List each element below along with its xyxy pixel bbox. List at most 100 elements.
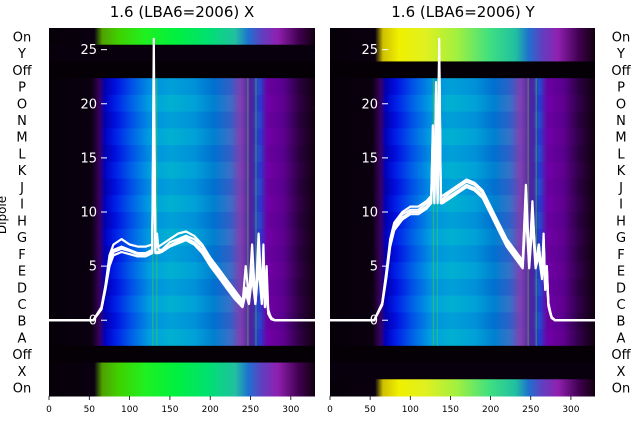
heatmap-row bbox=[330, 128, 595, 146]
heatmap-row bbox=[330, 111, 595, 129]
overlay-series-line bbox=[330, 48, 595, 322]
x-tick-label: 250 bbox=[522, 405, 539, 415]
dipole-row-label: X bbox=[18, 365, 27, 380]
rfi-stripe bbox=[535, 78, 537, 346]
x-tick-label: 200 bbox=[202, 405, 219, 415]
x-tick-label: 150 bbox=[442, 405, 459, 415]
dipole-row-label: On bbox=[612, 382, 630, 397]
heatmap-row bbox=[49, 44, 315, 62]
heatmap-row bbox=[330, 329, 595, 347]
heatmap-row bbox=[330, 94, 595, 113]
dipole-row-label: L bbox=[18, 147, 26, 162]
dipole-row-label: D bbox=[17, 281, 27, 296]
heatmap-row bbox=[49, 178, 315, 196]
overlay-y-tick-label: 25 bbox=[80, 43, 97, 58]
dipole-row-label: On bbox=[612, 30, 630, 45]
dipole-row-label: F bbox=[18, 248, 25, 263]
rfi-stripe bbox=[436, 78, 439, 346]
dipole-row-label: Off bbox=[611, 64, 631, 79]
dipole-row-label: C bbox=[616, 298, 625, 313]
x-tick-label: 50 bbox=[364, 405, 376, 415]
x-tick-label: 300 bbox=[282, 405, 299, 415]
heatmap-row bbox=[330, 161, 595, 180]
dipole-row-label: K bbox=[18, 164, 27, 179]
heatmap-row bbox=[330, 345, 595, 364]
heatmap-row bbox=[49, 345, 315, 364]
overlay-y-tick-label-clipped: 15 bbox=[314, 151, 331, 166]
heatmap-row bbox=[49, 128, 315, 146]
heatmap-row bbox=[330, 278, 595, 297]
panel-x: 1.6 (LBA6=2006) XOnYOffPONMLKJIHGFEDCBAO… bbox=[12, 3, 330, 415]
chart-title: 1.6 (LBA6=2006) Y bbox=[391, 3, 535, 21]
heatmap-row bbox=[330, 78, 595, 96]
overlay-y-tick-label: 15 bbox=[361, 151, 378, 166]
heatmap-row bbox=[49, 362, 315, 380]
heatmap-row bbox=[49, 145, 315, 163]
dipole-row-label: O bbox=[616, 97, 626, 112]
rfi-stripe bbox=[255, 78, 257, 346]
overlay-y-tick-label: 20 bbox=[361, 97, 378, 112]
dipole-row-label: Off bbox=[611, 348, 631, 363]
dipole-row-label: N bbox=[17, 114, 27, 129]
overlay-y-tick-label: 10 bbox=[80, 206, 97, 221]
dipole-row-label: Y bbox=[17, 47, 26, 62]
heatmap-row bbox=[330, 44, 595, 62]
heatmap-row bbox=[330, 61, 595, 79]
overlay-y-tick-label: 5 bbox=[370, 260, 378, 275]
dipole-row-label: P bbox=[18, 81, 26, 96]
dipole-row-label: On bbox=[13, 30, 31, 45]
dipole-row-label: J bbox=[618, 181, 623, 196]
x-tick-label: 250 bbox=[242, 405, 259, 415]
dipole-row-label: F bbox=[617, 248, 624, 263]
dipole-row-label: I bbox=[20, 198, 24, 213]
dipole-row-label: Y bbox=[616, 47, 625, 62]
heatmap-row bbox=[330, 28, 595, 46]
overlay-y-tick-label-clipped: 5 bbox=[314, 260, 322, 275]
dipole-row-label: G bbox=[17, 231, 27, 246]
x-tick-label: 0 bbox=[327, 405, 333, 415]
heatmap-row bbox=[49, 278, 315, 297]
heatmap-row bbox=[49, 295, 315, 313]
heatmap-row bbox=[49, 94, 315, 113]
dipole-row-label: K bbox=[617, 164, 626, 179]
dipole-row-label: P bbox=[617, 81, 625, 96]
dipole-row-label: N bbox=[616, 114, 626, 129]
overlay-y-tick-label-clipped: 10 bbox=[314, 206, 331, 221]
overlay-y-tick-label: 25 bbox=[361, 43, 378, 58]
heatmap-row bbox=[49, 78, 315, 96]
dipole-row-label: On bbox=[13, 382, 31, 397]
dipole-row-label: M bbox=[615, 131, 626, 146]
rfi-stripe bbox=[432, 78, 434, 346]
dipole-row-label: H bbox=[17, 214, 27, 229]
heatmap-row bbox=[330, 195, 595, 213]
heatmap-row bbox=[49, 329, 315, 347]
dipole-row-label: D bbox=[616, 281, 626, 296]
dipole-row-label: E bbox=[18, 265, 26, 280]
rfi-stripe bbox=[247, 78, 249, 346]
dipole-row-label: C bbox=[17, 298, 26, 313]
dipole-row-label: Off bbox=[12, 348, 32, 363]
x-tick-label: 300 bbox=[562, 405, 579, 415]
dipole-row-label: O bbox=[17, 97, 27, 112]
dipole-row-label: J bbox=[19, 181, 24, 196]
heatmap-row bbox=[49, 262, 315, 280]
rfi-stripe bbox=[156, 78, 158, 346]
heatmap-row bbox=[330, 379, 595, 397]
heatmap-row bbox=[330, 145, 595, 163]
heatmap-row bbox=[49, 212, 315, 230]
overlay-series-line bbox=[49, 37, 315, 322]
overlay-y-tick-label: 10 bbox=[361, 206, 378, 221]
dipole-row-label: X bbox=[617, 365, 626, 380]
heatmap-row bbox=[49, 379, 315, 397]
dipole-row-label: M bbox=[16, 131, 27, 146]
x-tick-label: 200 bbox=[482, 405, 499, 415]
dipole-row-label: B bbox=[617, 315, 626, 330]
dipole-row-label: H bbox=[616, 214, 626, 229]
x-tick-label: 150 bbox=[161, 405, 178, 415]
heatmap-row bbox=[330, 228, 595, 246]
heatmap-row bbox=[49, 312, 315, 330]
heatmap-row bbox=[49, 61, 315, 79]
overlay-y-tick-label: 20 bbox=[80, 97, 97, 112]
heatmap-row bbox=[330, 312, 595, 330]
